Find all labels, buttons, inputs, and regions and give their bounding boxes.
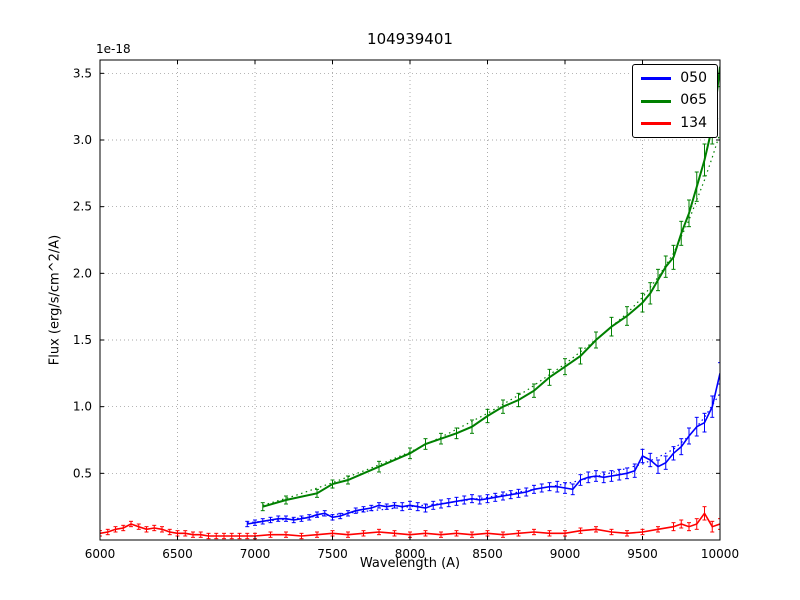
series-line-134	[100, 511, 720, 537]
series-line-065	[262, 66, 720, 508]
grid-lines	[99, 60, 721, 540]
y-axis-offset-text: 1e-18	[96, 42, 131, 56]
chart-title: 104939401	[367, 30, 453, 48]
y-tick-label: 3.5	[73, 66, 92, 80]
y-axis-label: Flux (erg/s/cm^2/A)	[47, 234, 63, 366]
series-group	[100, 60, 720, 540]
legend-line-134	[641, 121, 672, 125]
series-line-065-model	[262, 133, 720, 506]
y-tick-label: 3.0	[73, 133, 92, 147]
y-tick-label: 2.0	[73, 266, 92, 280]
errorbars-050	[245, 362, 720, 528]
series-line-050-model	[247, 392, 720, 524]
x-tick-label: 7000	[240, 547, 271, 561]
legend-line-050	[641, 77, 672, 81]
x-tick-label: 8000	[395, 547, 426, 561]
y-tick-label: 1.0	[73, 400, 92, 414]
x-tick-label: 9500	[627, 547, 658, 561]
y-tick-label: 0.5	[73, 466, 92, 480]
x-tick-label: 9000	[550, 547, 581, 561]
legend-label-134: 134	[680, 114, 707, 131]
series-line-050	[247, 373, 720, 525]
tick-group: 6000 6500 7000 7500 8000 8500 9000 9500 10000 0.5…	[73, 60, 739, 561]
legend-label-050: 050	[680, 70, 707, 86]
x-tick-label: 6500	[162, 547, 193, 561]
x-tick-label: 7500	[317, 547, 348, 561]
legend: 050 065 134	[632, 64, 718, 139]
legend-entry-065: 065	[641, 92, 707, 109]
legend-entry-050: 050	[641, 70, 707, 86]
y-tick-label: 2.5	[73, 200, 92, 214]
x-tick-label: 8500	[472, 547, 503, 561]
x-tick-label: 6000	[85, 547, 116, 561]
legend-entry-134: 134	[641, 114, 707, 131]
y-tick-label: 1.5	[73, 333, 92, 347]
legend-label-065: 065	[680, 92, 707, 109]
legend-line-065	[641, 99, 672, 103]
x-tick-label: 10000	[701, 547, 739, 561]
x-axis-label: Wavelength (A)	[359, 556, 461, 571]
